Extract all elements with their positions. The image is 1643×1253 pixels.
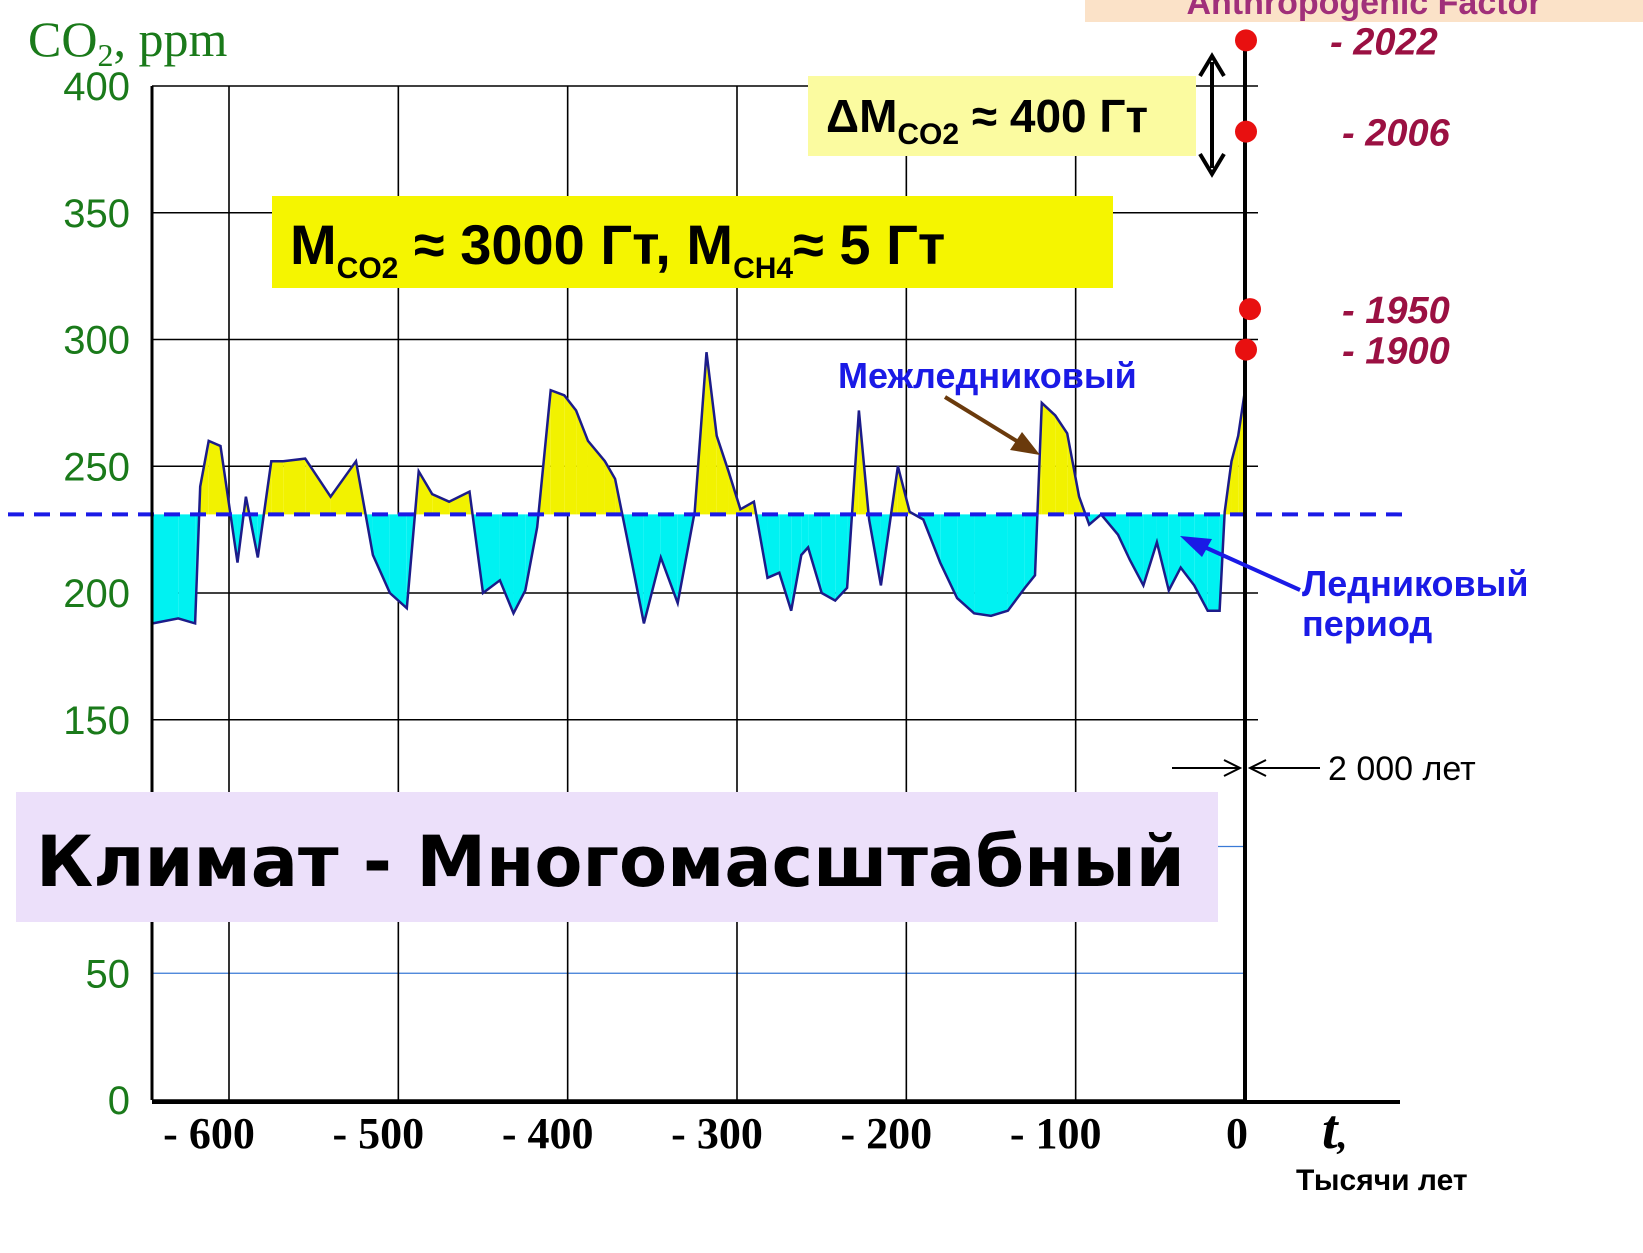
- glacial-area: [1118, 514, 1130, 561]
- glacial-arrow: [1180, 536, 1301, 592]
- y-tick-label: 150: [63, 699, 130, 743]
- interglacial-area: [564, 395, 577, 515]
- interglacial-area: [587, 440, 605, 515]
- glacial-area: [940, 514, 958, 599]
- glacial-area: [801, 514, 809, 555]
- interglacial-area: [604, 461, 616, 515]
- y-tick-label: 200: [63, 572, 130, 616]
- year-point: [1235, 29, 1257, 52]
- anthropogenic-label: Anthropogenic Factor: [1186, 0, 1541, 22]
- glacial-area: [1156, 514, 1169, 591]
- interglacial-area: [1055, 415, 1068, 515]
- glacial-area: [1024, 514, 1036, 588]
- interglacial-area: [418, 471, 433, 515]
- glacial-area: [1207, 514, 1220, 611]
- glacial-area: [1129, 514, 1144, 586]
- glacial-area: [372, 514, 390, 593]
- glacial-area: [389, 514, 407, 609]
- glacial-area: [483, 514, 500, 593]
- interglacial-area: [432, 494, 450, 515]
- y-tick-label: 250: [63, 445, 130, 489]
- y-tick-label: 400: [63, 65, 130, 109]
- interglacial-area: [208, 440, 221, 515]
- glacial-area: [808, 514, 822, 593]
- x-tick-label: - 500: [333, 1109, 425, 1158]
- glacial-area: [791, 514, 802, 611]
- x-tick-label: - 200: [841, 1109, 933, 1158]
- year-point: [1235, 120, 1257, 143]
- interglacial-area: [550, 390, 565, 515]
- glacial-area: [1180, 514, 1195, 586]
- mass-box: [272, 196, 1113, 288]
- title-box: [16, 792, 1218, 922]
- glacial-area: [152, 514, 179, 624]
- interglacial-label: Межледниковый: [838, 355, 1137, 396]
- glacial-area: [957, 514, 975, 614]
- year-label: - 2006: [1342, 113, 1451, 155]
- interglacial-area: [716, 435, 729, 515]
- anthropogenic-label-box: [1085, 0, 1643, 22]
- glacial-label-2: период: [1302, 603, 1432, 644]
- x-tick-label: - 400: [502, 1109, 594, 1158]
- x-tick-label: - 300: [671, 1109, 763, 1158]
- interglacial-area: [305, 458, 331, 515]
- slide-title: Климат - Многомасштабный: [36, 821, 1185, 903]
- y-tick-label: 0: [108, 1079, 130, 1123]
- delta-mass-label: ΔMCO2 ≈ 400 Гт: [826, 90, 1148, 151]
- interglacial-area: [283, 458, 306, 515]
- co2-series-line: [152, 352, 1247, 626]
- x-tick-label: - 600: [163, 1109, 255, 1158]
- y-tick-label: 300: [63, 319, 130, 363]
- mass-label: MCO2 ≈ 3000 Гт, MCH4≈ 5 Гт: [290, 213, 945, 285]
- interglacial-area: [1041, 402, 1056, 515]
- delta-arrow: [1198, 52, 1226, 178]
- year-point: [1239, 298, 1261, 321]
- glacial-area: [835, 514, 848, 601]
- x-tick-labels: - 600 - 500 - 400 - 300 - 200 - 100 0: [163, 1109, 1248, 1158]
- interglacial-arrow: [943, 395, 1040, 455]
- y-tick-label: 50: [86, 952, 131, 996]
- interglacial-area: [271, 461, 284, 515]
- two-thousand-years-marker: [1172, 759, 1320, 777]
- glacial-area: [779, 514, 792, 611]
- glacial-area: [1007, 514, 1025, 611]
- x-axis-units: Тысячи лет: [1296, 1164, 1468, 1197]
- glacial-area: [821, 514, 836, 601]
- interglacial-area: [330, 461, 356, 515]
- y-axis-label: CO2, ppm: [28, 11, 227, 73]
- glacial-area: [974, 514, 991, 616]
- year-point: [1235, 338, 1257, 361]
- glacial-area: [178, 514, 196, 624]
- year-label: - 1950: [1342, 290, 1450, 332]
- glacial-area: [991, 514, 1008, 616]
- y-tick-label: 350: [63, 192, 130, 236]
- x-axis-label: t,: [1322, 1099, 1348, 1161]
- y-tick-labels: 0 50 150 200 250 300 350 400: [63, 65, 130, 1123]
- glacial-area: [643, 514, 661, 624]
- delta-mass-box: [808, 76, 1196, 156]
- year-label: - 2022: [1330, 21, 1438, 63]
- glacial-label: Ледниковый: [1302, 563, 1529, 604]
- glacial-area: [767, 514, 780, 578]
- x-tick-label: - 100: [1010, 1109, 1102, 1158]
- glacial-area: [660, 514, 678, 604]
- interglacial-area: [706, 352, 717, 515]
- year-label: - 1900: [1342, 331, 1450, 373]
- x-tick-label: 0: [1226, 1109, 1248, 1158]
- interglacial-area: [449, 491, 470, 515]
- interglacial-area: [200, 440, 209, 515]
- glacial-area: [499, 514, 514, 614]
- recent-year-markers: - 2022 - 2006 - 1950- 1900: [1235, 21, 1451, 373]
- two-thousand-years-label: 2 000 лет: [1328, 750, 1476, 788]
- glacial-area: [1143, 514, 1157, 586]
- glacial-area: [513, 514, 526, 614]
